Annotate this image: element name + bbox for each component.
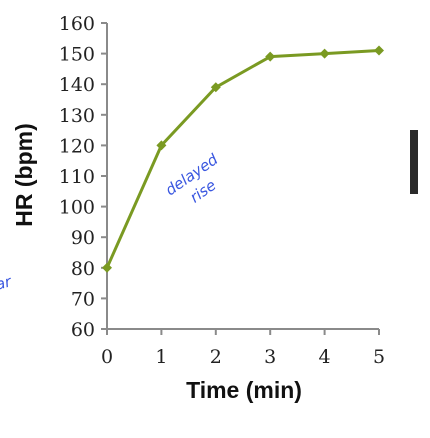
- x-tick-label: 3: [264, 346, 276, 368]
- y-tick-label: 140: [59, 74, 95, 96]
- data-point-marker: [374, 45, 384, 56]
- y-tick-label: 100: [59, 197, 95, 219]
- data-point-marker: [319, 48, 330, 59]
- y-tick-label: 130: [59, 105, 95, 127]
- x-tick-label: 5: [373, 346, 385, 368]
- data-point-marker: [210, 82, 221, 93]
- x-tick-label: 0: [101, 346, 113, 368]
- annotation-left-fragment: ar: [0, 272, 14, 294]
- data-point-marker: [156, 140, 167, 151]
- series-line: [105, 49, 380, 269]
- y-tick-label: 70: [71, 288, 95, 310]
- handwritten-annotation: delayed rise: [162, 150, 222, 206]
- data-point-marker: [265, 51, 276, 62]
- y-tick-label: 120: [59, 135, 95, 157]
- x-tick-label: 1: [155, 346, 167, 368]
- x-tick-label: 4: [319, 346, 331, 368]
- y-tick-label: 150: [59, 44, 95, 66]
- y-tick-label: 60: [71, 319, 95, 341]
- x-axis-title: Time (min): [186, 377, 302, 403]
- right-edge-bar: [410, 130, 418, 194]
- y-tick-label: 80: [71, 258, 95, 280]
- y-axis-ticks: 60 70 80 90 100 110 120 130 140 150 160: [59, 13, 107, 341]
- series-markers: [102, 45, 384, 273]
- x-axis-ticks: 0 1 2 3 4 5: [101, 329, 385, 368]
- y-tick-label: 90: [71, 227, 95, 249]
- y-tick-label: 110: [59, 166, 95, 188]
- x-tick-label: 2: [210, 346, 222, 368]
- y-axis-title: HR (bpm): [11, 123, 37, 226]
- y-tick-label: 160: [59, 13, 95, 35]
- data-point-marker: [102, 262, 112, 273]
